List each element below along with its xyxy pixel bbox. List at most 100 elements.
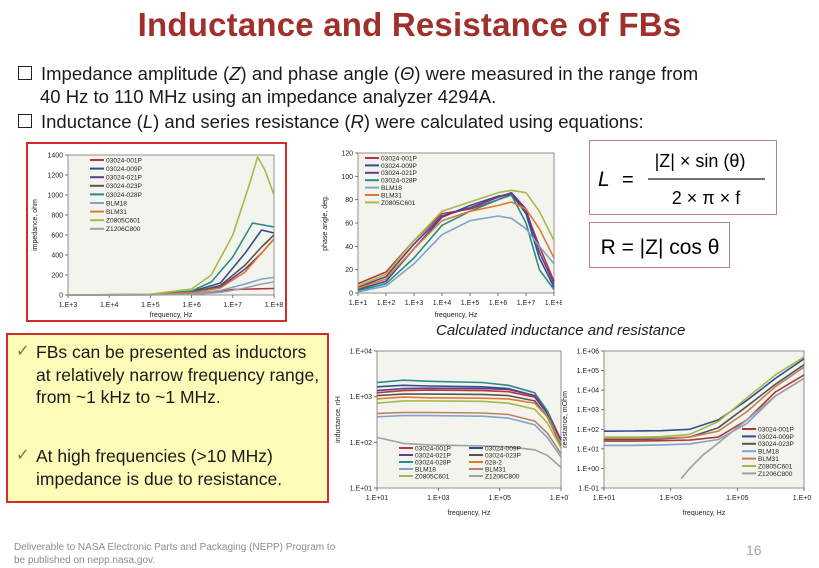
legend-entry: 03024-021P xyxy=(106,175,143,182)
legend-entry: 03024-021P xyxy=(381,170,418,177)
x-tick-label: 1.E+03 xyxy=(427,495,449,502)
legend-entry: BLM31 xyxy=(758,456,779,463)
y-tick-label: 1.E+00 xyxy=(577,466,599,473)
y-tick-label: 1.E+03 xyxy=(350,394,372,401)
y-tick-label: 1.E+03 xyxy=(577,407,599,414)
plot-area xyxy=(376,350,562,489)
series-line xyxy=(357,191,555,288)
formula-R: R = |Z| cos θ xyxy=(601,236,720,259)
x-tick-label: 1.E+7 xyxy=(517,300,536,307)
y-tick-label: 1.E+01 xyxy=(577,446,599,453)
legend-entry: BLM31 xyxy=(485,466,506,473)
series-line xyxy=(357,201,555,290)
series-line xyxy=(67,156,275,296)
legend-entry: 03024-021P xyxy=(415,452,452,459)
x-tick-label: 1.E+6 xyxy=(489,300,508,307)
series-line xyxy=(603,358,805,432)
legend-entry: BLM18 xyxy=(381,185,402,192)
legend-entry: 03024-009P xyxy=(106,166,143,173)
legend-entry: 03024-023P xyxy=(106,183,143,190)
y-tick-label: 80 xyxy=(345,197,353,204)
y-tick-label: 120 xyxy=(341,151,353,158)
series-line xyxy=(376,379,562,448)
series-line xyxy=(604,366,805,439)
series-line xyxy=(357,189,555,287)
y-tick-label: 1200 xyxy=(47,173,63,180)
series-line xyxy=(357,215,555,293)
series-line xyxy=(376,400,562,449)
x-tick-label: 1.E+05 xyxy=(488,495,510,502)
y-axis-label: impedance, ohm xyxy=(32,199,39,251)
checkbox-bullet-icon xyxy=(18,114,32,129)
series-line xyxy=(376,436,562,468)
y-tick-label: 1.E+02 xyxy=(350,440,372,447)
formula-L: L xyxy=(598,168,610,191)
y-tick-label: 1.E+06 xyxy=(577,349,599,356)
x-tick-label: 1.E+6 xyxy=(182,302,201,309)
y-tick-label: 1.E+01 xyxy=(350,486,372,493)
phase-chart: 0 20 40 60 80 100 120 1.E+1 1.E+2 1.E+3 1.E+4 1.E+5… xyxy=(322,151,562,320)
x-tick-label: 1.E+8 xyxy=(265,302,284,309)
x-axis-label: frequency, Hz xyxy=(448,510,491,517)
conclusion-item: ✓ FBs can be presented as inductors at r… xyxy=(16,342,320,407)
legend-entry: 03024-009P xyxy=(758,434,795,441)
legend-entry: 03024-009P xyxy=(381,163,418,170)
x-tick-label: 1.E+03 xyxy=(659,495,681,502)
inductance-formula: L = |Z| × sin (θ) 2 × π × f xyxy=(589,140,777,215)
series-line xyxy=(376,411,562,455)
y-tick-label: 1.E+04 xyxy=(350,349,372,356)
inductance-chart: 1.E+01 1.E+02 1.E+03 1.E+04 1.E+01 1.E+03 1.E+… xyxy=(335,349,569,518)
legend-entry: Z1206C800 xyxy=(106,226,141,233)
checkmark-icon: ✓ xyxy=(16,343,30,360)
x-tick-label: 1.E+4 xyxy=(100,302,119,309)
slide-title: Inductance and Resistance of FBs xyxy=(137,6,682,43)
legend-entry: Z0805C601 xyxy=(106,218,141,225)
x-axis-label: frequency, Hz xyxy=(150,312,193,319)
x-tick-label: 1.E+3 xyxy=(405,300,424,307)
y-tick-label: 200 xyxy=(51,273,63,280)
series-line xyxy=(376,384,562,448)
series-line xyxy=(357,194,555,292)
bullet-impedance-line2: 40 Hz to 110 MHz using an impedance anal… xyxy=(40,86,497,107)
footer-note: Deliverable to NASA Electronic Parts and… xyxy=(14,542,336,566)
series-line xyxy=(376,414,562,458)
x-tick-label: 1.E+07 xyxy=(793,495,812,502)
y-tick-label: 1.E-01 xyxy=(578,486,599,493)
series-line xyxy=(604,356,805,438)
legend-entry: 03024-028P xyxy=(106,192,143,199)
conclusions-box: ✓ FBs can be presented as inductors at r… xyxy=(6,333,329,503)
series-line xyxy=(376,396,562,444)
page-number: 16 xyxy=(746,542,762,558)
series-line xyxy=(604,374,805,442)
x-tick-label: 1.E+05 xyxy=(726,495,748,502)
y-tick-label: 100 xyxy=(341,174,353,181)
legend-entry: Z0805C601 xyxy=(381,200,416,207)
resistance-formula: R = |Z| cos θ xyxy=(589,222,730,268)
checkmark-icon: ✓ xyxy=(16,447,30,464)
y-tick-label: 1.E+05 xyxy=(577,368,599,375)
y-tick-label: 60 xyxy=(345,221,353,228)
conclusion-item: ✓ At high frequencies (>10 MHz) impedanc… xyxy=(16,446,283,489)
formula-denominator: 2 × π × f xyxy=(672,188,741,208)
y-tick-label: 1.E+04 xyxy=(577,388,599,395)
legend-entry: Z1206C800 xyxy=(485,473,520,480)
y-tick-label: 40 xyxy=(345,244,353,251)
x-tick-label: 1.E+4 xyxy=(433,300,452,307)
x-axis-label: frequency, Hz xyxy=(683,510,726,517)
x-tick-label: 1.E+01 xyxy=(366,495,388,502)
legend-entry: 028-2 xyxy=(485,459,502,466)
x-tick-label: 1.E+07 xyxy=(550,495,569,502)
legend-entry: Z1206C800 xyxy=(758,471,793,478)
legend-entry: Z0805C601 xyxy=(415,473,450,480)
x-tick-label: 1.E+1 xyxy=(349,300,368,307)
legend-entry: BLM18 xyxy=(106,200,127,207)
checkbox-bullet-icon xyxy=(18,66,32,81)
legend-entry: Z0805C601 xyxy=(758,463,793,470)
legend-entry: 03024-023P xyxy=(758,441,795,448)
y-tick-label: 0 xyxy=(59,293,63,300)
legend-entry: 03024-001P xyxy=(758,426,795,433)
y-tick-label: 20 xyxy=(345,267,353,274)
formula-equals: = xyxy=(622,169,634,191)
bullet-impedance: Impedance amplitude (Z) and phase angle … xyxy=(18,62,698,85)
legend-entry: BLM31 xyxy=(106,209,127,216)
